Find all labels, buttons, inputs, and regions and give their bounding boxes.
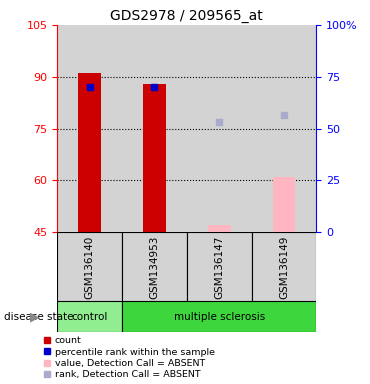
Bar (252, 25, 316, 232)
Bar (57, 232, 122, 301)
Legend: count, percentile rank within the sample, value, Detection Call = ABSENT, rank, : count, percentile rank within the sample… (44, 336, 215, 379)
Text: GSM136140: GSM136140 (85, 235, 95, 298)
Title: GDS2978 / 209565_at: GDS2978 / 209565_at (111, 8, 263, 23)
Bar (143, 84, 166, 232)
Bar (208, 225, 231, 232)
Text: GSM134953: GSM134953 (149, 235, 159, 299)
Bar (273, 177, 295, 232)
Bar (252, 232, 316, 301)
Bar (187, 232, 252, 301)
Bar (57, 301, 122, 332)
Text: disease state: disease state (4, 312, 73, 322)
Bar (187, 25, 252, 232)
Bar (57, 25, 122, 232)
Text: control: control (71, 312, 108, 322)
Text: ▶: ▶ (30, 310, 40, 323)
Text: GSM136149: GSM136149 (279, 235, 289, 299)
Text: GSM136147: GSM136147 (214, 235, 224, 299)
Bar (78, 73, 101, 232)
Bar (122, 232, 187, 301)
Bar (122, 25, 187, 232)
Text: multiple sclerosis: multiple sclerosis (174, 312, 265, 322)
Bar (122, 301, 316, 332)
